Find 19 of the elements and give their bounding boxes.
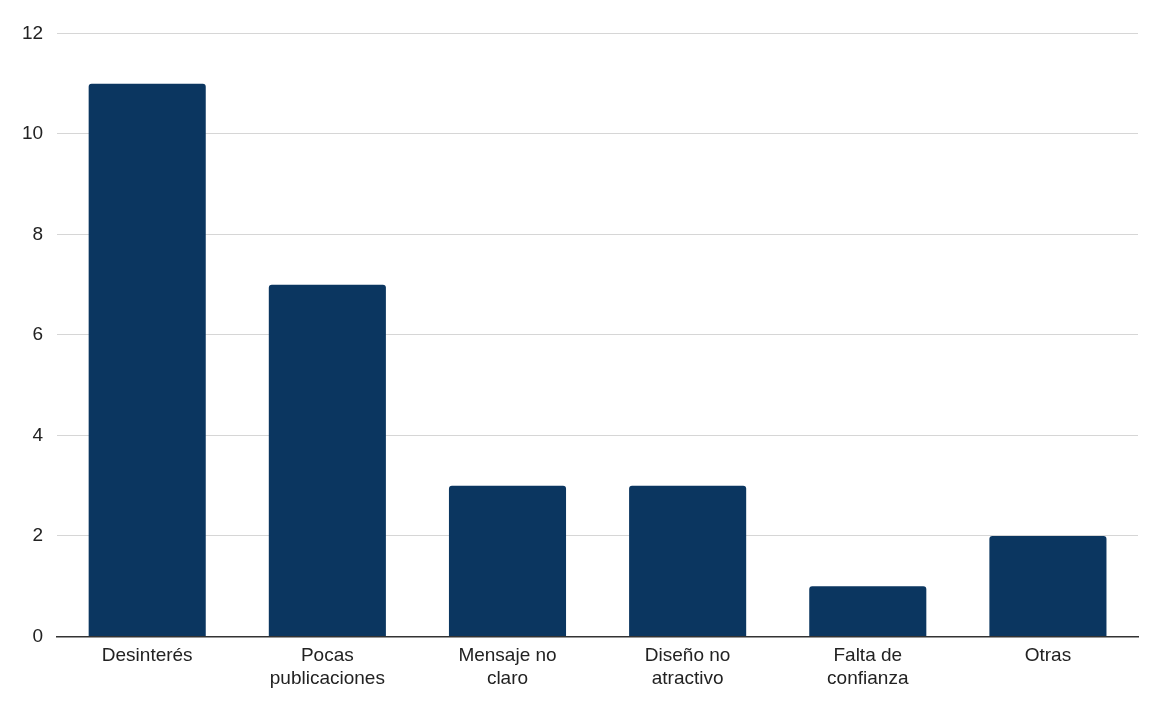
x-tick-label: Mensaje no claro [458,644,557,688]
x-tick-label: Desinterés [101,644,193,666]
bar [809,586,927,636]
bar [629,485,747,636]
y-tick-label: 6 [32,323,44,345]
bar [989,535,1107,636]
y-tick-label: 4 [32,423,44,445]
y-tick-label: 2 [32,524,44,546]
bar [448,485,567,636]
x-tick-label: Diseño no atractivo [644,644,731,688]
x-tick-label: Otras [1024,644,1072,666]
x-tick-label: Falta de confianza [827,644,909,688]
x-tick-label: Pocas publicaciones [269,644,385,688]
y-tick-label: 8 [32,222,44,244]
y-tick-label: 0 [32,624,44,646]
bar [88,83,206,636]
y-tick-label: 10 [21,122,44,144]
y-tick-label: 12 [21,21,44,43]
bar [268,284,386,636]
